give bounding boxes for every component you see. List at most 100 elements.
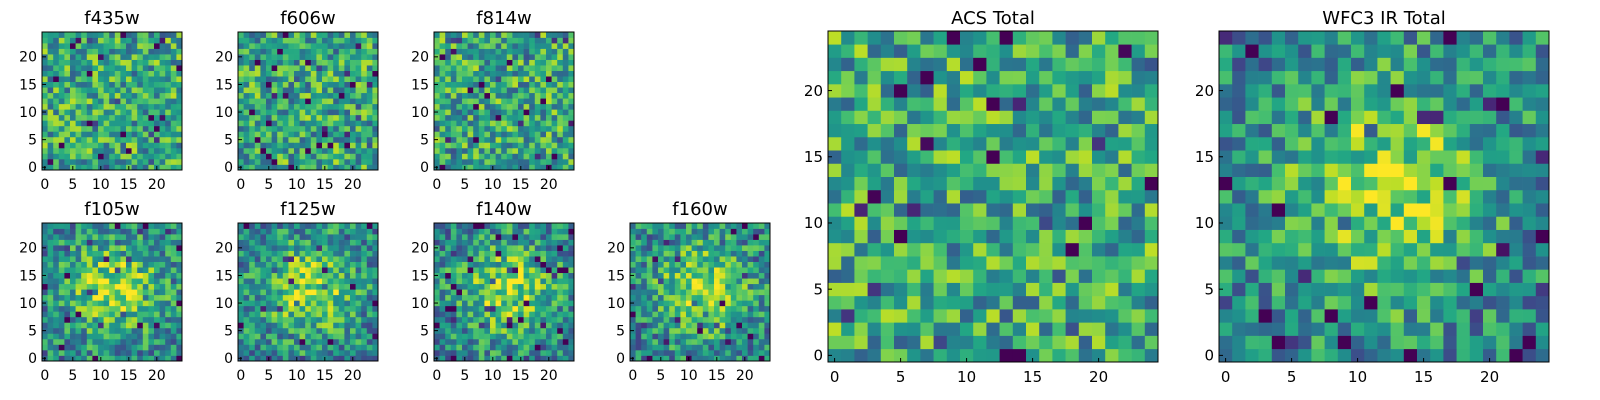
heatmap-cell [294,294,300,301]
heatmap-cell [1131,136,1146,151]
heatmap-cell [98,43,104,49]
heatmap-cell [282,223,289,229]
heatmap-cell [742,278,748,285]
heatmap-cell [148,76,155,83]
heatmap-cell [103,114,110,121]
heatmap-cell [702,234,709,240]
heatmap-cell [327,48,334,55]
heatmap-cell [450,87,457,94]
heatmap-cell [305,147,312,154]
heatmap-cell [64,114,71,121]
heatmap-cell [484,98,491,105]
heatmap-cell [1131,150,1146,164]
heatmap-cell [322,239,328,246]
heatmap-cell [310,164,317,171]
heatmap-cell [243,256,250,262]
heatmap-cell [98,338,104,345]
heatmap-cell [635,305,642,312]
heatmap-cell [114,322,121,329]
heatmap-cell [322,267,328,274]
heatmap-cell [478,305,485,312]
heatmap-cell [53,228,60,235]
heatmap-cell [894,295,908,310]
heatmap-cell [260,349,267,356]
heatmap-cell [316,245,323,251]
heatmap-cell [828,150,842,164]
heatmap-cell [736,327,743,334]
heatmap-cell [86,333,93,340]
heatmap-cell [103,43,110,49]
heatmap-cell [299,114,306,121]
heatmap-cell [680,322,687,329]
heatmap-cell [154,272,160,279]
heatmap-cell [159,250,166,257]
heatmap-cell [361,300,368,307]
heatmap-cell [669,344,676,351]
heatmap-cell [462,103,468,110]
heatmap-cell [719,223,726,229]
heatmap-cell [758,239,765,246]
heatmap-cell [254,272,261,279]
heatmap-cell [114,43,121,49]
heatmap-cell [277,65,284,71]
y-tick-label: 0 [420,351,429,367]
heatmap-cell [294,153,300,160]
heatmap-cell [137,120,144,127]
heatmap-cell [288,349,295,356]
heatmap-cell [131,234,138,240]
heatmap-cell [630,239,636,246]
heatmap-cell [674,322,681,329]
heatmap-cell [630,228,636,235]
heatmap-cell [159,355,166,362]
heatmap-cell [372,98,379,105]
heatmap-cell [154,250,160,257]
heatmap-cell [747,305,754,312]
heatmap-cell [708,344,715,351]
heatmap-cell [53,114,60,121]
heatmap-cell [142,43,149,49]
heatmap-cell [439,103,446,110]
heatmap-cell [53,109,60,116]
heatmap-cell [742,267,748,274]
heatmap-cell [338,256,345,262]
heatmap-cell [98,136,104,143]
heatmap-cell [646,300,653,307]
heatmap-cell [439,81,446,88]
heatmap-cell [333,327,340,334]
heatmap-cell [540,305,547,312]
heatmap-cell [361,48,368,55]
heatmap-cell [176,147,183,154]
heatmap-cell [254,114,261,121]
heatmap-cell [305,120,312,127]
heatmap-cell [282,294,289,301]
heatmap-cell [736,228,743,235]
heatmap-cell [546,131,552,138]
heatmap-cell [445,153,452,160]
heatmap-cell [501,305,508,312]
heatmap-cell [176,136,183,143]
heatmap-cell [473,228,480,235]
heatmap-cell [70,92,76,99]
heatmap-cell [142,355,149,362]
heatmap-cell [344,228,351,235]
heatmap-cell [333,245,340,251]
heatmap-cell [753,245,760,251]
heatmap-cell [450,355,457,362]
heatmap-cell [551,349,558,356]
heatmap-cell [708,239,715,246]
heatmap-cell [669,272,676,279]
heatmap-cell [81,316,88,323]
heatmap-cell [165,70,172,77]
heatmap-cell [260,267,267,274]
heatmap-cell [450,294,457,301]
heatmap-cell [742,300,748,307]
heatmap-cell [540,289,547,296]
heatmap-cell [316,250,323,257]
heatmap-cell [501,48,508,55]
heatmap-cell [841,229,855,244]
heatmap-cell [310,136,317,143]
heatmap-cell [254,54,261,60]
heatmap-cell [523,81,530,88]
heatmap-cell [142,245,149,251]
heatmap-cell [327,70,334,77]
